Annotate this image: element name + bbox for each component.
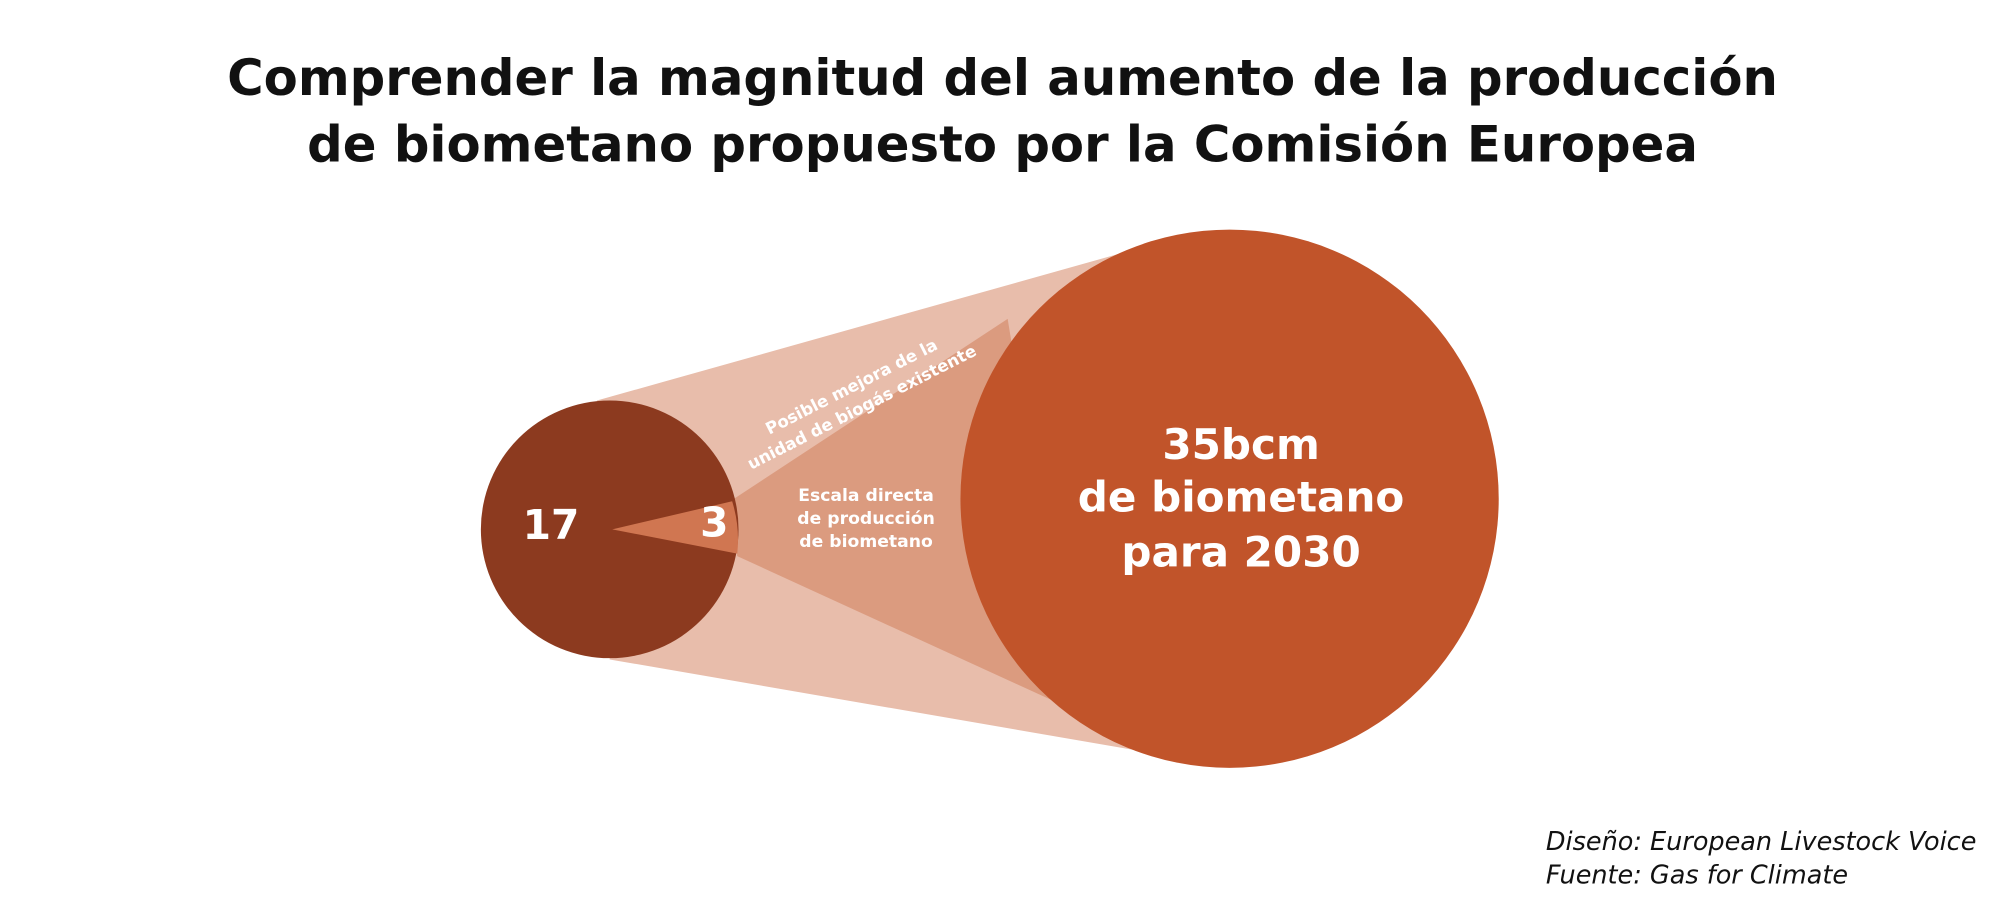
band-text: Escala directa	[798, 486, 934, 506]
band-text: de producción	[797, 509, 935, 529]
wedge-label: 3	[700, 499, 728, 547]
big-label: 35bcm	[1162, 420, 1319, 469]
title-line: de biometano propuesto por la Comisión E…	[307, 115, 1698, 173]
credit: Fuente: Gas for Climate	[1546, 860, 1848, 890]
big-circle	[960, 229, 1499, 768]
big-label: de biometano	[1078, 473, 1405, 522]
title-line: Comprender la magnitud del aumento de la…	[227, 49, 1778, 107]
small-label: 17	[523, 501, 580, 549]
band-text: de biometano	[799, 532, 933, 552]
big-label: para 2030	[1121, 527, 1360, 576]
wedge	[612, 501, 738, 554]
small-circle	[480, 400, 739, 659]
credit: Diseño: European Livestock Voice	[1546, 827, 1976, 857]
